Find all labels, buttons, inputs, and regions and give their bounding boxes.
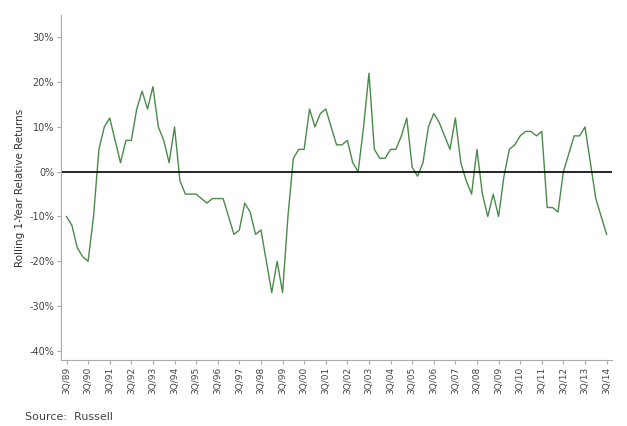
Text: Source:  Russell: Source: Russell bbox=[25, 412, 113, 422]
Y-axis label: Rolling 1-Year Relative Returns: Rolling 1-Year Relative Returns bbox=[15, 108, 25, 267]
